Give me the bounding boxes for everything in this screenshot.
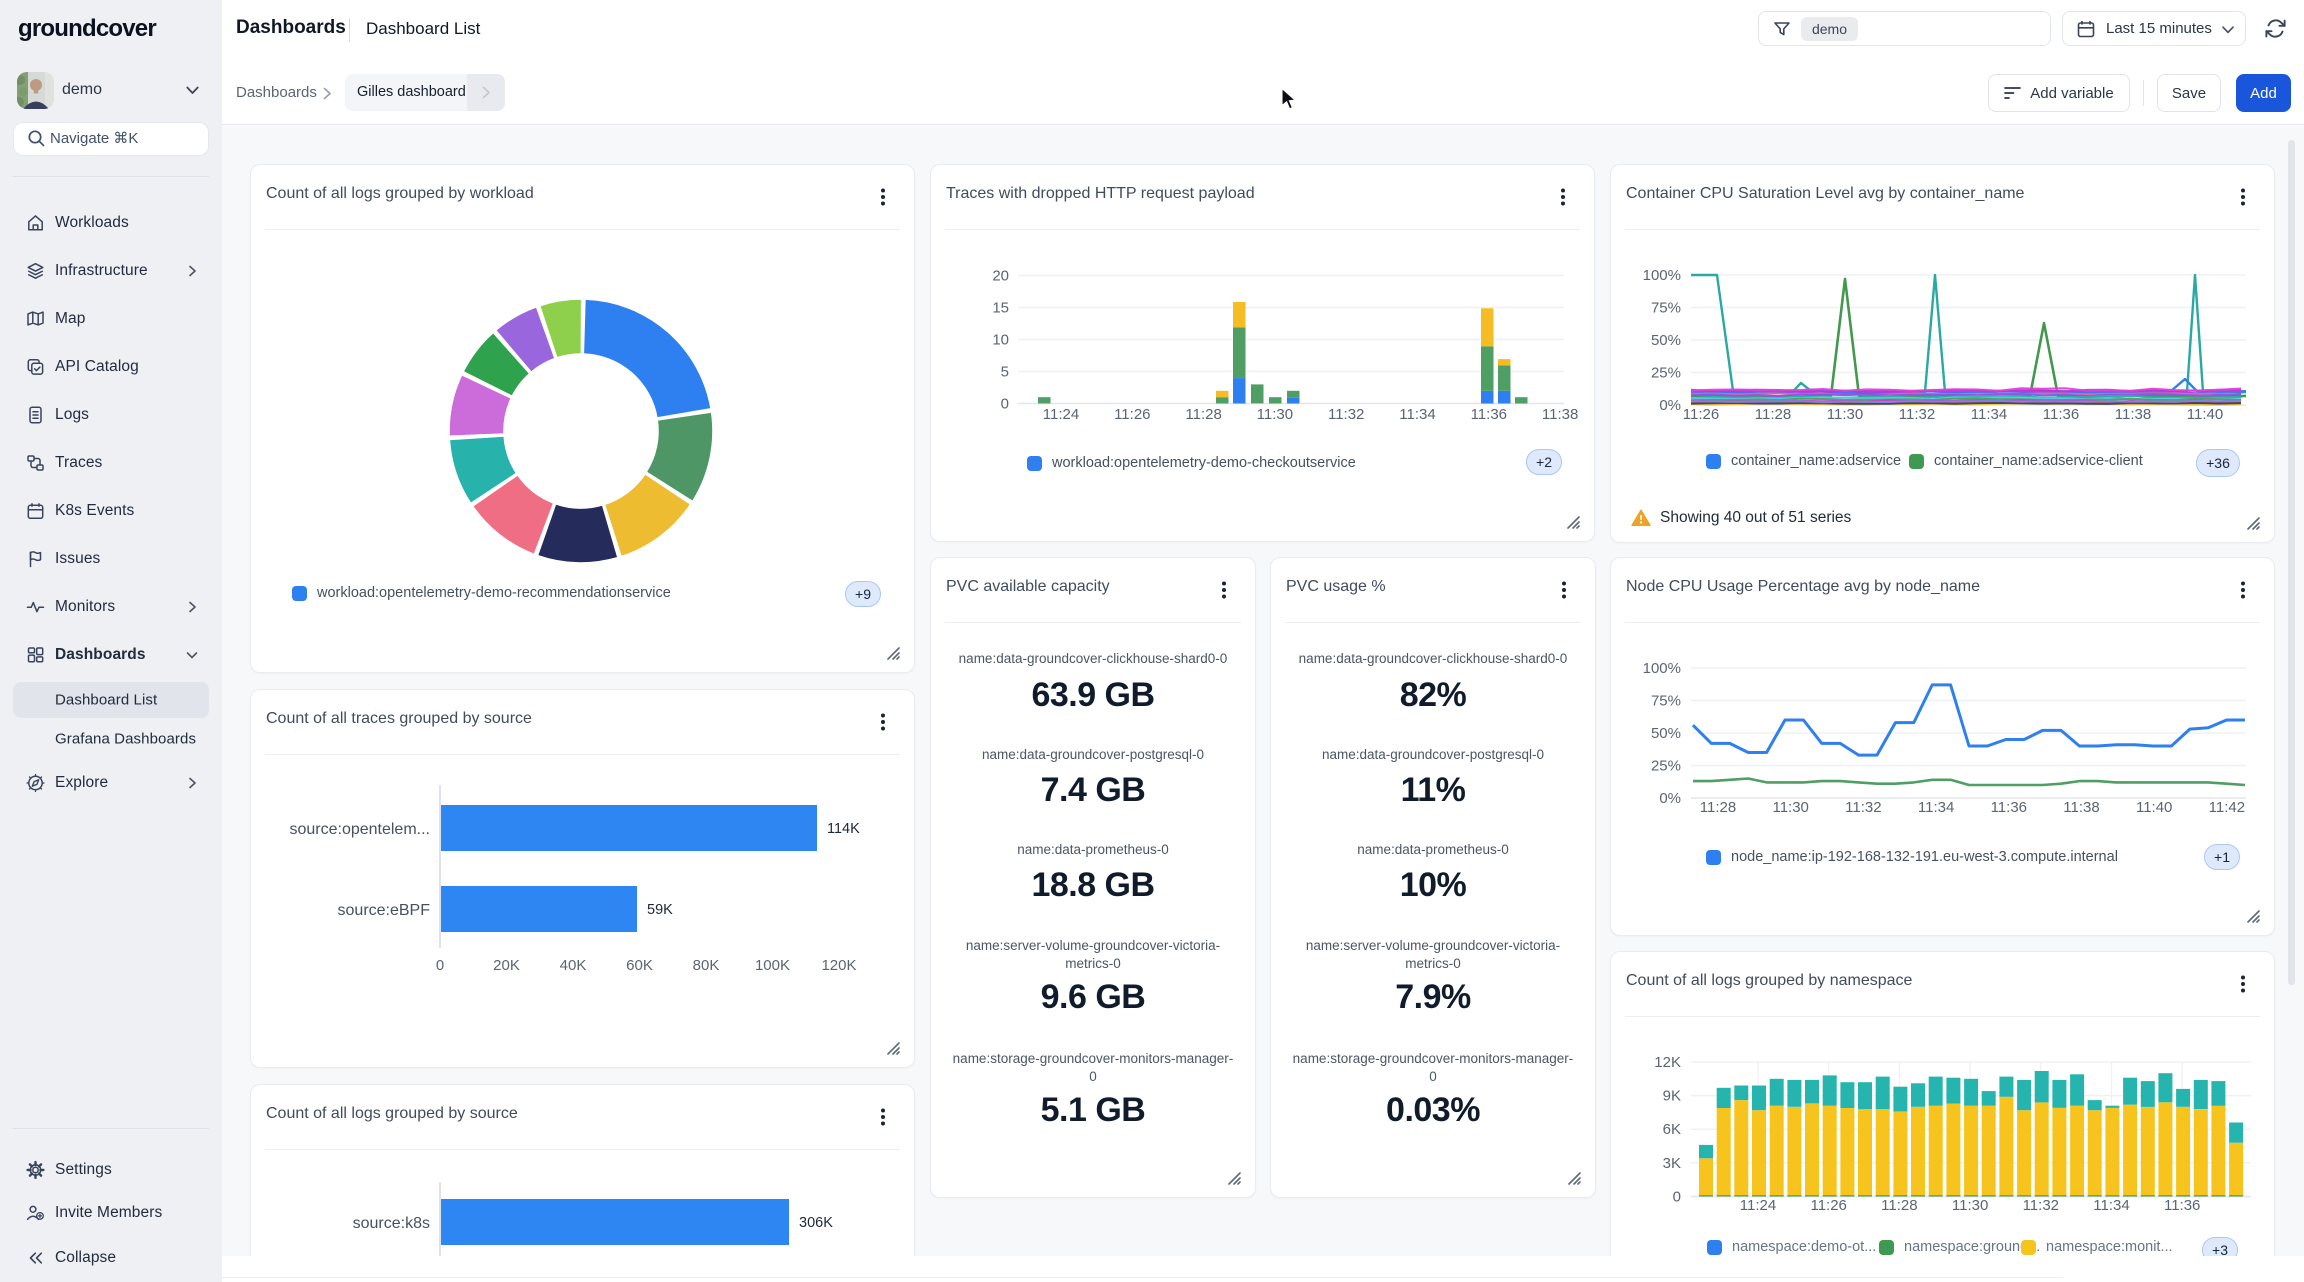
svg-text:11:32: 11:32	[1899, 406, 1935, 423]
svg-text:11:38: 11:38	[2063, 799, 2099, 816]
svg-text:20K: 20K	[493, 957, 520, 974]
svg-text:11:32: 11:32	[1328, 406, 1364, 423]
svg-text:11:30: 11:30	[1257, 406, 1293, 423]
svg-text:11:38: 11:38	[1542, 406, 1578, 423]
svg-text:100%: 100%	[1643, 660, 1681, 677]
svg-text:11:36: 11:36	[2164, 1197, 2200, 1214]
svg-text:11:32: 11:32	[2023, 1197, 2059, 1214]
svg-text:9K: 9K	[1663, 1088, 1681, 1105]
svg-text:11:36: 11:36	[1471, 406, 1507, 423]
svg-text:source:eBPF: source:eBPF	[338, 902, 431, 919]
svg-text:60K: 60K	[626, 957, 653, 974]
svg-text:11:26: 11:26	[1810, 1197, 1846, 1214]
svg-text:40K: 40K	[560, 957, 587, 974]
svg-text:11:36: 11:36	[1991, 799, 2027, 816]
svg-text:11:28: 11:28	[1185, 406, 1221, 423]
svg-text:100%: 100%	[1643, 267, 1681, 284]
svg-text:12K: 12K	[1654, 1054, 1681, 1071]
svg-text:50%: 50%	[1651, 332, 1681, 349]
svg-text:0: 0	[1001, 396, 1009, 413]
svg-text:10: 10	[992, 332, 1009, 349]
svg-text:120K: 120K	[821, 957, 856, 974]
svg-text:11:24: 11:24	[1740, 1197, 1776, 1214]
svg-text:0%: 0%	[1659, 397, 1681, 414]
svg-text:11:30: 11:30	[1772, 799, 1808, 816]
svg-text:11:40: 11:40	[2136, 799, 2172, 816]
svg-text:11:34: 11:34	[1399, 406, 1435, 423]
svg-text:11:28: 11:28	[1755, 406, 1791, 423]
svg-text:0: 0	[1673, 1189, 1681, 1206]
svg-text:11:38: 11:38	[2115, 406, 2151, 423]
svg-text:5: 5	[1001, 364, 1009, 381]
svg-text:80K: 80K	[693, 957, 720, 974]
svg-text:11:34: 11:34	[1918, 799, 1954, 816]
svg-text:15: 15	[992, 300, 1009, 317]
svg-text:source:opentelem...: source:opentelem...	[289, 821, 430, 838]
svg-text:11:30: 11:30	[1827, 406, 1863, 423]
svg-text:source:k8s: source:k8s	[353, 1215, 430, 1232]
svg-text:114K: 114K	[827, 821, 860, 837]
svg-text:75%: 75%	[1651, 300, 1681, 317]
svg-text:11:40: 11:40	[2187, 406, 2223, 423]
svg-text:3K: 3K	[1663, 1155, 1681, 1172]
svg-text:20: 20	[992, 268, 1009, 285]
svg-text:11:42: 11:42	[2209, 799, 2245, 816]
svg-text:306K: 306K	[799, 1215, 833, 1231]
svg-text:11:34: 11:34	[2093, 1197, 2129, 1214]
svg-text:100K: 100K	[755, 957, 790, 974]
svg-text:11:36: 11:36	[2043, 406, 2079, 423]
svg-text:0: 0	[436, 957, 444, 974]
svg-text:11:32: 11:32	[1845, 799, 1881, 816]
svg-text:11:28: 11:28	[1881, 1197, 1917, 1214]
svg-text:6K: 6K	[1663, 1121, 1681, 1138]
svg-text:75%: 75%	[1651, 693, 1681, 710]
svg-text:59K: 59K	[647, 902, 673, 918]
svg-text:0%: 0%	[1659, 790, 1681, 807]
svg-text:50%: 50%	[1651, 725, 1681, 742]
svg-text:11:34: 11:34	[1971, 406, 2007, 423]
svg-text:25%: 25%	[1651, 365, 1681, 382]
svg-text:11:24: 11:24	[1043, 406, 1079, 423]
svg-text:11:28: 11:28	[1700, 799, 1736, 816]
svg-text:11:30: 11:30	[1952, 1197, 1988, 1214]
svg-text:11:26: 11:26	[1114, 406, 1150, 423]
svg-text:25%: 25%	[1651, 758, 1681, 775]
svg-text:11:26: 11:26	[1683, 406, 1719, 423]
